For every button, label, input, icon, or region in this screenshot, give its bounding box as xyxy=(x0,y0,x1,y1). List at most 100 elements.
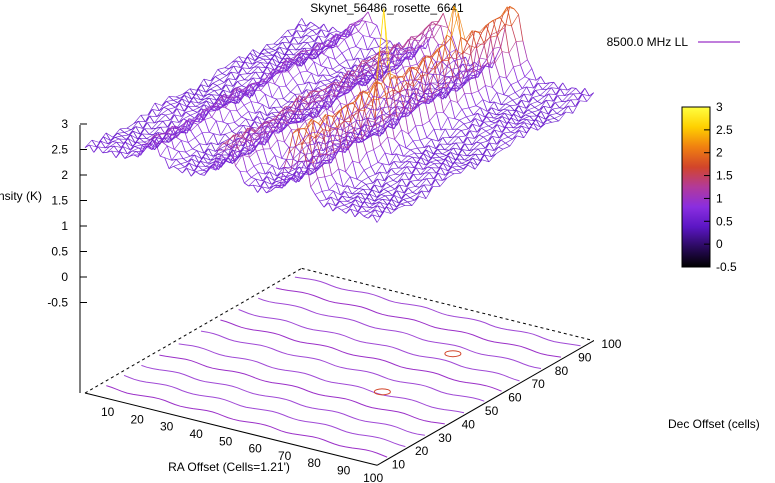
mesh-line-ra xyxy=(427,74,433,96)
mesh-line-dec xyxy=(268,126,276,128)
mesh-line-dec xyxy=(381,175,389,188)
mesh-line-ra xyxy=(535,76,541,81)
mesh-line-ra xyxy=(197,124,203,133)
mesh-line-dec xyxy=(231,126,240,132)
mesh-line-dec xyxy=(376,8,385,82)
mesh-line-dec xyxy=(475,153,483,156)
mesh-line-dec xyxy=(440,25,448,28)
mesh-line-ra xyxy=(511,25,517,42)
mesh-line-ra xyxy=(459,119,465,125)
mesh-line-ra xyxy=(420,44,426,50)
mesh-line-dec xyxy=(489,55,497,68)
mesh-line-ra xyxy=(261,53,267,57)
z-axis-ticks: -0.500.511.522.53 xyxy=(47,117,87,310)
mesh-line-dec xyxy=(261,186,270,189)
mesh-line-ra xyxy=(168,96,174,101)
mesh-line-dec xyxy=(422,161,431,170)
mesh-line-ra xyxy=(268,116,274,120)
mesh-line-dec xyxy=(398,194,406,204)
mesh-line-dec xyxy=(460,164,469,174)
mesh-line-ra xyxy=(436,112,442,131)
mesh-line-dec xyxy=(269,171,277,177)
mesh-line-dec xyxy=(332,110,340,117)
mesh-line-dec xyxy=(176,108,185,112)
mesh-line-dec xyxy=(428,145,436,149)
mesh-line-dec xyxy=(535,89,543,91)
mesh-line-ra xyxy=(339,200,345,206)
mesh-line-ra xyxy=(382,163,388,174)
mesh-line-dec xyxy=(390,68,398,72)
mesh-line-dec xyxy=(302,133,310,139)
mesh-line-dec xyxy=(139,122,148,135)
mesh-line-dec xyxy=(297,83,305,86)
mesh-line-ra xyxy=(381,107,387,115)
mesh-line-ra xyxy=(584,88,590,97)
mesh-line-ra xyxy=(309,36,315,42)
mesh-line-ra xyxy=(464,93,470,108)
mesh-line-dec xyxy=(398,107,407,120)
mesh-line-ra xyxy=(394,44,400,59)
mesh-line-dec xyxy=(510,81,518,85)
mesh-line-ra xyxy=(507,136,513,140)
mesh-line-ra xyxy=(352,161,358,180)
mesh-line-dec xyxy=(237,79,245,82)
mesh-line-dec xyxy=(310,170,318,176)
mesh-line-dec xyxy=(442,171,450,181)
mesh-line-ra xyxy=(328,95,334,103)
mesh-line-dec xyxy=(447,87,455,89)
mesh-line-ra xyxy=(408,187,413,193)
mesh-line-dec xyxy=(439,86,447,88)
mesh-line-dec xyxy=(365,134,374,139)
mesh-line-dec xyxy=(279,57,288,71)
mesh-line-dec xyxy=(501,51,510,54)
mesh-line-dec xyxy=(479,116,487,127)
mesh-line-ra xyxy=(363,120,369,137)
mesh-line-ra xyxy=(305,172,311,176)
mesh-line-dec xyxy=(514,125,523,134)
mesh-line-dec xyxy=(276,60,285,74)
mesh-line-dec xyxy=(502,105,511,110)
spike-contour xyxy=(444,350,462,358)
mesh-line-ra xyxy=(406,166,412,174)
mesh-line-dec xyxy=(350,131,359,136)
mesh-line-dec xyxy=(327,152,335,156)
mesh-line-dec xyxy=(217,67,225,70)
mesh-line-dec xyxy=(324,162,332,164)
mesh-line-dec xyxy=(390,207,399,214)
mesh-line-dec xyxy=(325,66,333,70)
mesh-line-ra xyxy=(295,128,301,146)
mesh-line-dec xyxy=(324,149,333,155)
mesh-line-dec xyxy=(320,56,329,67)
mesh-line-dec xyxy=(112,128,121,138)
mesh-line-dec xyxy=(359,138,367,144)
mesh-line-dec xyxy=(408,45,417,59)
mesh-line-dec xyxy=(296,54,304,64)
colorbar-tick-label: 2.5 xyxy=(716,123,733,137)
mesh-line-dec xyxy=(483,36,491,43)
mesh-line-dec xyxy=(319,160,328,167)
mesh-line-ra xyxy=(220,96,227,109)
mesh-line-dec xyxy=(373,134,381,137)
mesh-line-ra xyxy=(535,119,541,128)
mesh-line-ra xyxy=(573,93,579,101)
mesh-line-ra xyxy=(331,174,337,183)
mesh-line-dec xyxy=(193,114,201,123)
mesh-line-ra xyxy=(297,84,303,95)
mesh-line-dec xyxy=(450,12,459,39)
mesh-line-ra xyxy=(133,154,139,158)
mesh-line-dec xyxy=(319,93,327,97)
mesh-line-dec xyxy=(153,133,161,136)
mesh-line-dec xyxy=(406,174,414,187)
mesh-line-dec xyxy=(271,44,279,50)
mesh-line-ra xyxy=(229,110,235,123)
mesh-line-ra xyxy=(167,109,173,114)
mesh-line-ra xyxy=(482,59,488,66)
mesh-line-ra xyxy=(466,154,472,157)
mesh-line-ra xyxy=(451,69,457,77)
mesh-line-dec xyxy=(393,117,402,129)
mesh-line-ra xyxy=(449,88,455,91)
mesh-line-dec xyxy=(200,109,208,115)
mesh-line-dec xyxy=(258,172,266,175)
mesh-line-ra xyxy=(364,124,370,133)
mesh-line-dec xyxy=(392,89,400,93)
